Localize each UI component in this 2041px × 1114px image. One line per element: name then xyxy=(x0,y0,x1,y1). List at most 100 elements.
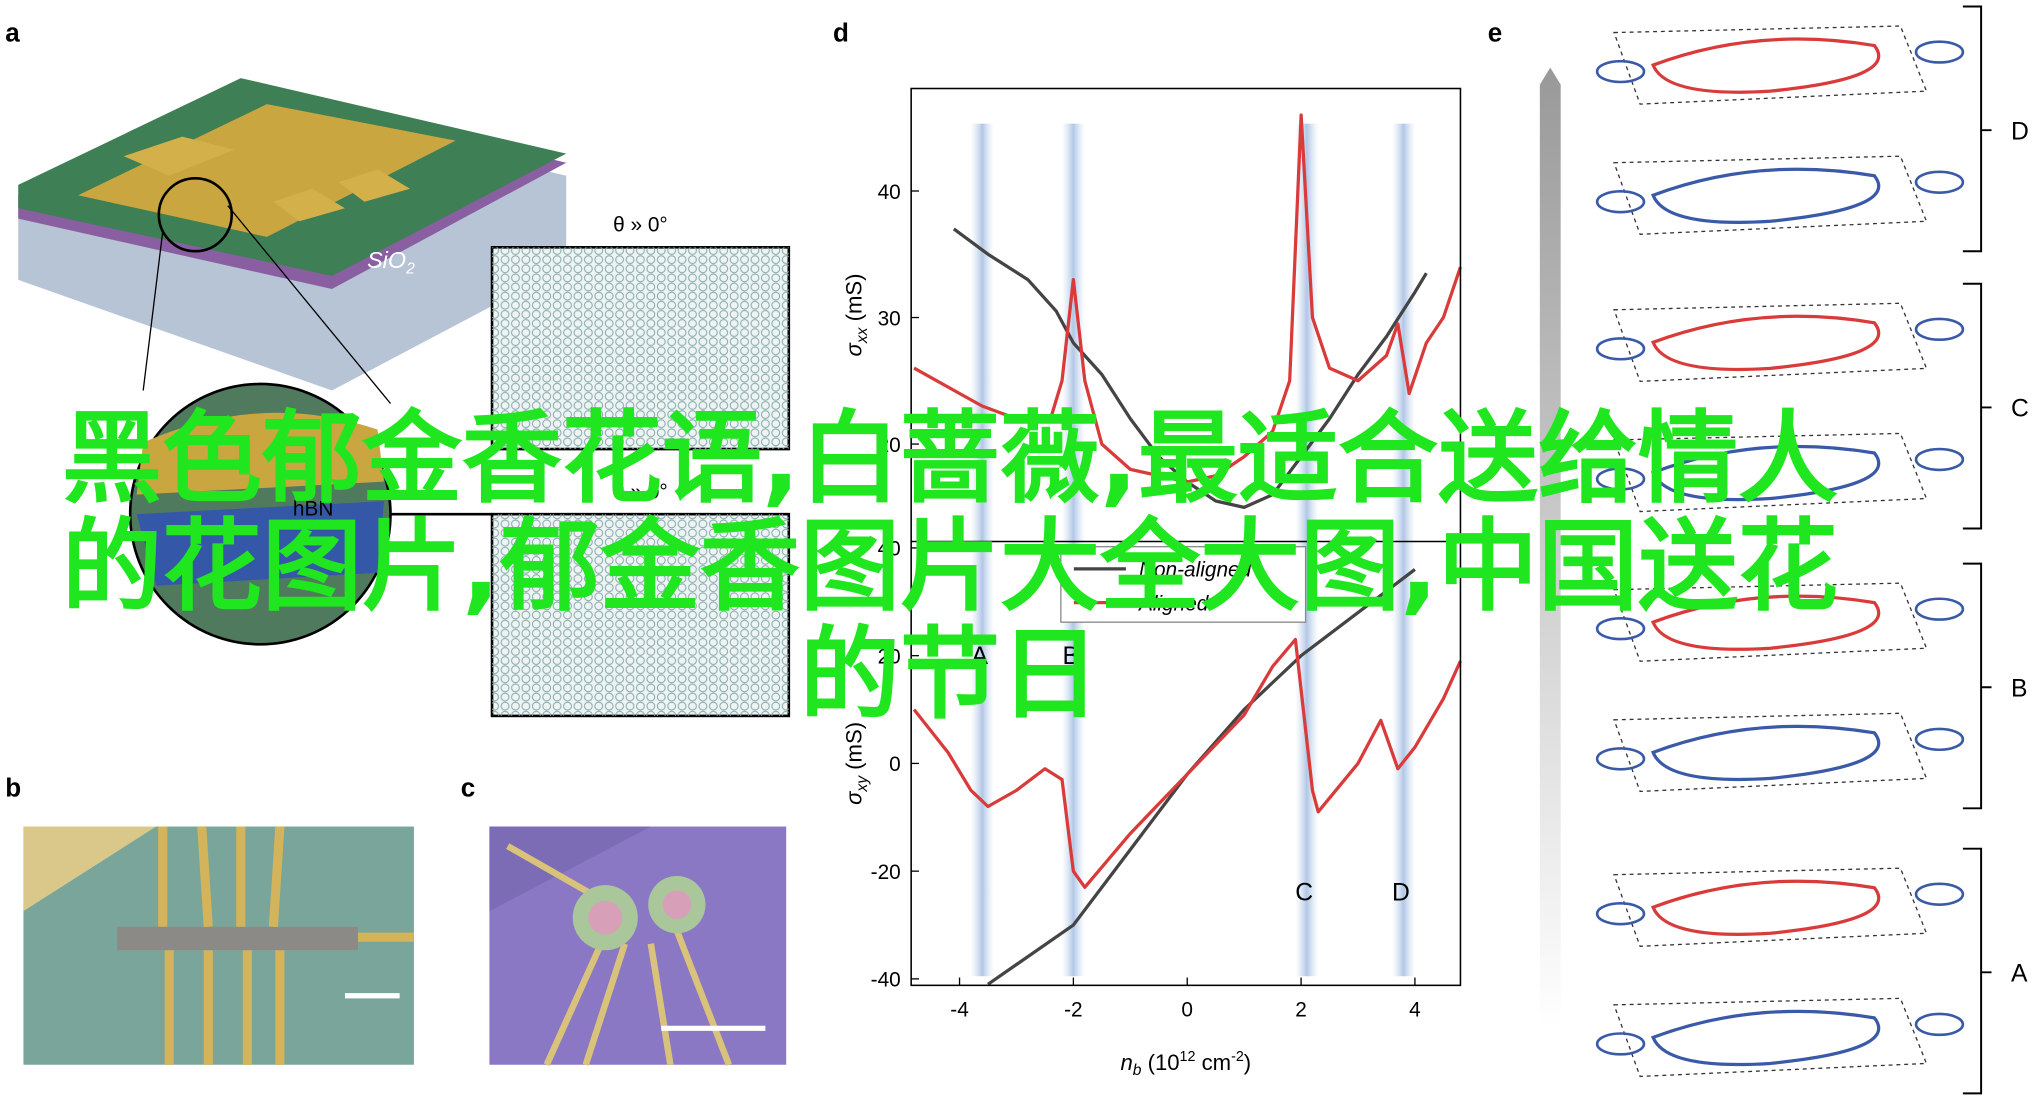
loop xyxy=(1650,1009,1881,1067)
panel-a-device xyxy=(18,78,791,718)
x-label-unit: -2 xyxy=(1231,1049,1244,1065)
x-tick-label: 0 xyxy=(1181,999,1193,1022)
loop xyxy=(1595,1032,1646,1056)
bracket xyxy=(1962,562,1992,810)
panel-c-photo xyxy=(489,826,787,1067)
highlight-band xyxy=(970,123,995,977)
bracket xyxy=(1962,5,1992,253)
panel-label: d xyxy=(833,18,849,48)
loop xyxy=(1650,37,1881,94)
axes-frame xyxy=(910,87,1462,987)
x-label-unit: cm xyxy=(1195,1050,1231,1075)
loop xyxy=(1650,444,1881,502)
y-label-unit: (mS) xyxy=(842,273,867,327)
y-tick-label: 40 xyxy=(878,181,901,204)
loop xyxy=(1914,447,1965,472)
dashed-plane xyxy=(1613,582,1928,662)
y-label-symbol: σ xyxy=(842,341,867,356)
legend-box xyxy=(1060,546,1307,623)
inset-title: θ » 0° xyxy=(613,214,668,237)
x-label-unit: 12 xyxy=(1180,1049,1196,1065)
loop xyxy=(1595,59,1646,84)
data-line xyxy=(913,113,1462,484)
panel-b-photo xyxy=(23,826,414,1065)
gradient-arrow xyxy=(1539,67,1561,1029)
y-tick-label: 30 xyxy=(878,307,901,330)
group-label: C xyxy=(2011,396,2029,423)
x-tick-label: 2 xyxy=(1295,999,1307,1022)
x-tick-label: -2 xyxy=(1064,999,1083,1022)
x-label-symbol: n xyxy=(1120,1050,1132,1075)
loop xyxy=(1595,902,1646,926)
panel-label: b xyxy=(5,773,21,803)
y-label-symbol: σ xyxy=(842,790,867,805)
loop xyxy=(1914,170,1965,194)
loop xyxy=(1650,879,1881,936)
panel-label: e xyxy=(1488,18,1502,48)
x-label-unit: ) xyxy=(1244,1050,1251,1075)
y-tick-label: 20 xyxy=(878,434,901,457)
loop xyxy=(1914,1012,1965,1037)
data-line xyxy=(987,568,1416,986)
dashed-plane xyxy=(1613,302,1928,383)
loop xyxy=(1650,314,1881,372)
panel-e-loops: D C B A xyxy=(1595,5,2029,1095)
loop xyxy=(1650,594,1881,651)
panel-label: a xyxy=(5,18,20,48)
inset-title: θ » 0° xyxy=(613,481,668,504)
substrate-label: SiO2 xyxy=(367,247,415,277)
band-label: B xyxy=(1063,643,1080,670)
group-label: A xyxy=(2011,960,2028,987)
y-axis-label: σxy (mS) xyxy=(842,722,871,805)
bracket xyxy=(1962,847,1992,1095)
bracket xyxy=(1962,282,1992,530)
highlight-band xyxy=(1295,123,1319,977)
band-label: C xyxy=(1295,880,1313,907)
dashed-plane xyxy=(1613,432,1928,513)
loop xyxy=(1914,727,1965,752)
dashed-plane xyxy=(1613,997,1928,1078)
y-tick-label: 40 xyxy=(878,538,901,561)
loop xyxy=(1650,724,1881,782)
dashed-plane xyxy=(1613,25,1928,105)
y-label-sub: xy xyxy=(854,775,871,793)
y-label-unit: (mS) xyxy=(842,722,867,776)
loop xyxy=(1595,337,1646,361)
data-line xyxy=(952,227,1428,510)
y-tick-label: -20 xyxy=(871,861,901,884)
data-line xyxy=(912,637,1462,889)
x-label-unit: (10 xyxy=(1141,1050,1179,1075)
y-tick-label: 0 xyxy=(889,753,901,776)
x-axis-label: nb (1012 cm-2) xyxy=(1120,1049,1251,1079)
loop xyxy=(1914,317,1965,342)
legend-label: Aligned xyxy=(1137,592,1210,615)
y-tick-label: -40 xyxy=(871,969,901,992)
panel-label: c xyxy=(461,773,475,803)
dashed-plane xyxy=(1613,867,1928,947)
loop xyxy=(1595,747,1646,771)
loop xyxy=(1595,190,1646,214)
y-axis-label: σxx (mS) xyxy=(842,273,871,356)
x-tick-label: 4 xyxy=(1409,999,1421,1022)
loop xyxy=(1914,40,1965,64)
legend-label: Non-aligned xyxy=(1139,559,1253,582)
dashed-plane xyxy=(1613,712,1928,793)
band-label: A xyxy=(971,643,988,670)
loop xyxy=(1914,882,1965,906)
dashed-plane xyxy=(1613,155,1928,235)
band-label: D xyxy=(1392,880,1410,907)
loop xyxy=(1595,467,1646,491)
loop xyxy=(1595,616,1646,641)
y-tick-label: 20 xyxy=(878,645,901,668)
highlight-band xyxy=(1391,123,1416,977)
x-tick-label: -4 xyxy=(950,999,969,1022)
y-label-sub: xx xyxy=(854,326,871,344)
layer-label: hBN xyxy=(293,497,334,520)
group-label: D xyxy=(2011,118,2029,145)
loop xyxy=(1650,167,1881,224)
group-label: B xyxy=(2011,675,2028,702)
loop xyxy=(1914,597,1965,621)
